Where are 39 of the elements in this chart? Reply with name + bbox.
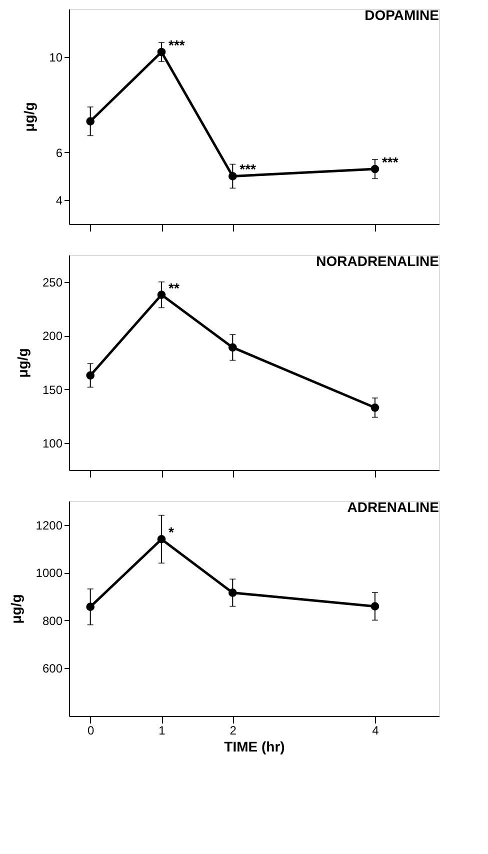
y-tick-label: 200	[42, 329, 63, 344]
y-axis-title: μg/g	[8, 594, 24, 624]
y-tick-label: 250	[42, 275, 63, 290]
point	[370, 164, 380, 174]
point	[157, 48, 166, 56]
point	[86, 602, 95, 612]
y-tick-label: 150	[42, 382, 63, 397]
x-tick-label: 1	[158, 724, 166, 738]
y-tick-label: 1000	[36, 566, 63, 580]
y-tick-label: 600	[42, 662, 63, 676]
point	[157, 535, 166, 544]
point	[86, 117, 95, 126]
x-tick-label: 0	[88, 724, 94, 738]
y-tick-label: 4	[56, 194, 63, 208]
x-tick-label: 4	[372, 724, 380, 738]
y-tick-label: 1200	[36, 518, 63, 532]
chart-title: NORADRENALINE	[316, 253, 439, 269]
chart-title: ADRENALINE	[347, 499, 439, 515]
point	[228, 172, 237, 180]
point	[370, 403, 380, 412]
y-tick-label: 10	[49, 50, 63, 64]
y-axis-title: μg/g	[14, 348, 30, 378]
y-axis-title: μg/g	[21, 102, 38, 132]
x-tick-label: 2	[230, 724, 237, 738]
point	[228, 343, 237, 352]
point	[228, 588, 237, 597]
annotation: *	[168, 524, 174, 540]
annotation: ***	[168, 37, 186, 53]
chart-title: DOPAMINE	[364, 7, 439, 23]
y-tick-label: 100	[42, 436, 63, 451]
point	[157, 290, 166, 299]
x-axis-title: TIME (hr)	[224, 738, 285, 754]
annotation: ***	[382, 154, 399, 170]
annotation: ***	[240, 161, 257, 178]
point	[86, 371, 95, 380]
y-tick-label: 6	[56, 146, 63, 160]
annotation: **	[168, 280, 180, 296]
y-tick-label: 800	[42, 614, 63, 628]
point	[370, 602, 380, 611]
